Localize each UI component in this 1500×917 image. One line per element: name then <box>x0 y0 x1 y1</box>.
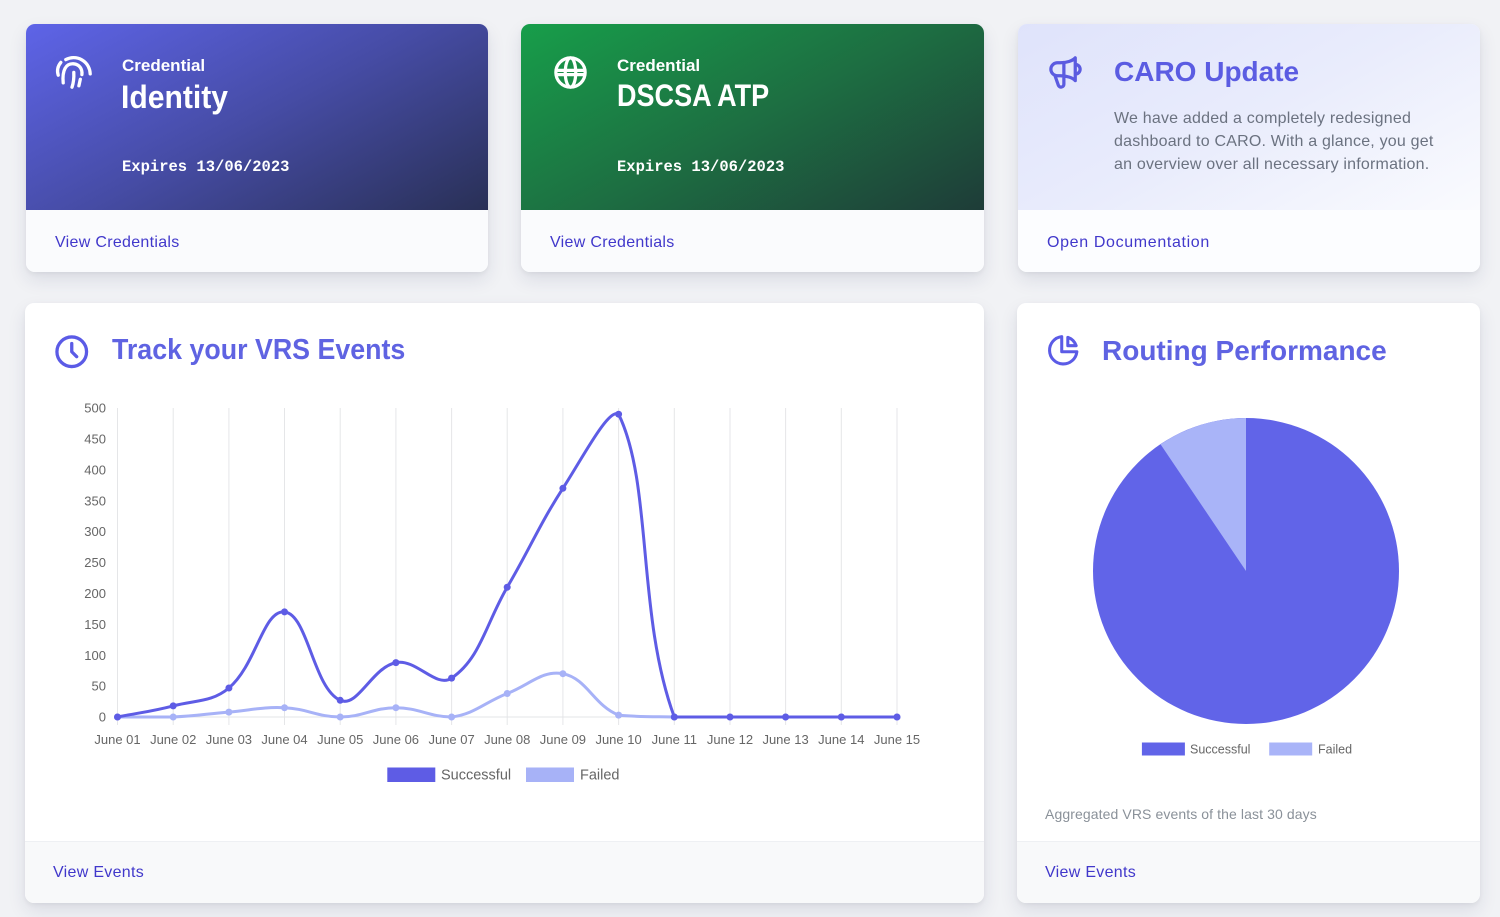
svg-text:150: 150 <box>84 617 106 632</box>
svg-text:0: 0 <box>99 710 106 725</box>
svg-text:June 13: June 13 <box>762 732 808 747</box>
svg-text:Failed: Failed <box>1318 743 1352 757</box>
svg-text:Successful: Successful <box>1190 743 1250 757</box>
svg-text:June 08: June 08 <box>484 732 530 747</box>
svg-text:400: 400 <box>84 462 106 477</box>
svg-text:June 06: June 06 <box>373 732 419 747</box>
svg-text:June 02: June 02 <box>150 732 196 747</box>
svg-text:June 04: June 04 <box>261 732 307 747</box>
svg-text:250: 250 <box>84 555 106 570</box>
svg-text:Successful: Successful <box>441 768 511 784</box>
svg-text:June 01: June 01 <box>94 732 140 747</box>
svg-text:June 10: June 10 <box>595 732 641 747</box>
svg-text:June 11: June 11 <box>652 732 697 747</box>
svg-text:June 14: June 14 <box>818 732 864 747</box>
svg-text:June 12: June 12 <box>707 732 753 747</box>
svg-text:300: 300 <box>84 524 106 539</box>
svg-text:June 03: June 03 <box>206 732 252 747</box>
svg-text:350: 350 <box>84 493 106 508</box>
svg-text:100: 100 <box>84 648 106 663</box>
svg-text:June 05: June 05 <box>317 732 363 747</box>
svg-text:June 07: June 07 <box>428 732 474 747</box>
svg-text:June 09: June 09 <box>540 732 586 747</box>
svg-text:450: 450 <box>84 432 106 447</box>
svg-text:200: 200 <box>84 586 106 601</box>
svg-text:June 15: June 15 <box>874 732 920 747</box>
svg-text:50: 50 <box>92 679 106 694</box>
svg-text:Failed: Failed <box>580 768 620 784</box>
svg-text:500: 500 <box>84 401 106 416</box>
